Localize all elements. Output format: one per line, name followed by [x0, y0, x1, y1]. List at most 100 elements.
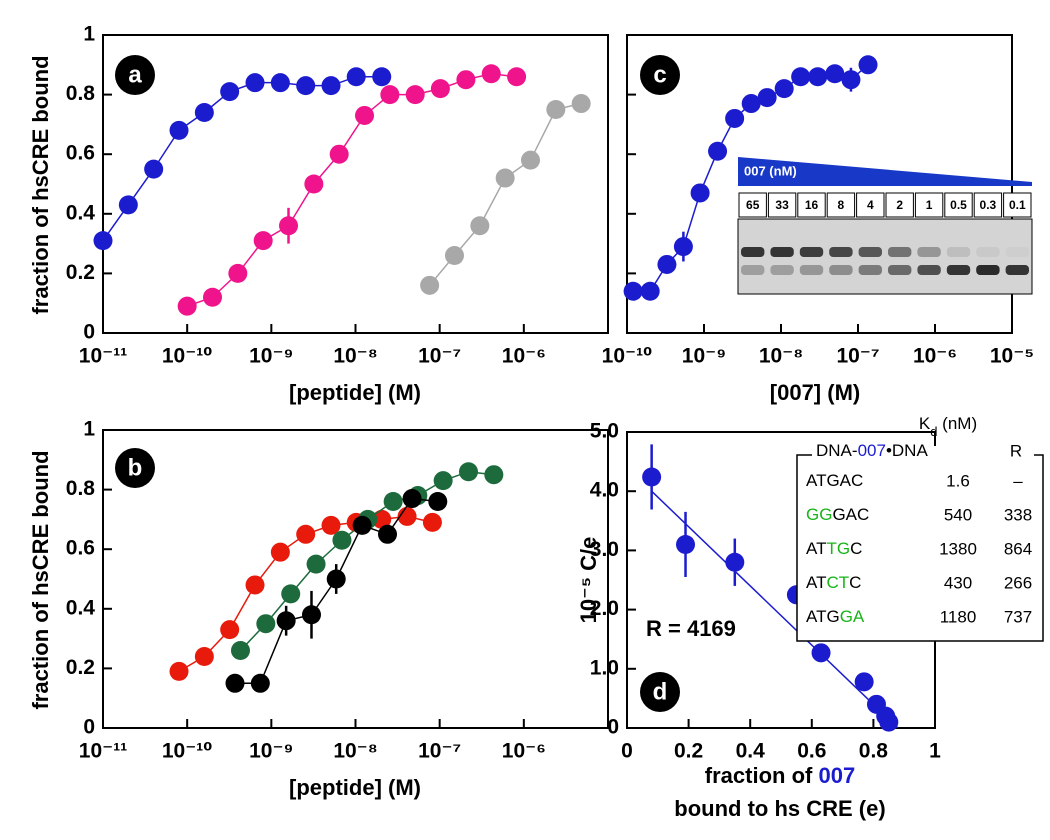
gel-band: [917, 265, 941, 275]
data-point: [194, 102, 214, 122]
data-point: [346, 67, 366, 87]
y-tick-label: 0: [83, 321, 95, 344]
x-axis-label: [peptide] (M): [289, 775, 421, 800]
panel-badge: [115, 55, 155, 95]
gel-band: [888, 265, 912, 275]
annotation: R = 4169: [646, 616, 736, 641]
text-part: ATGAC: [806, 471, 863, 490]
y-tick-label: 4.0: [590, 479, 619, 502]
data-point: [321, 515, 341, 535]
data-point: [355, 105, 375, 125]
table-r: –: [1013, 471, 1023, 490]
data-point: [402, 489, 422, 509]
data-point: [456, 70, 476, 90]
data-point: [854, 672, 874, 692]
text-part: ATG: [806, 607, 840, 626]
table-kd: 540: [944, 505, 972, 524]
data-point: [194, 646, 214, 666]
x-tick-label: 10⁻¹¹: [79, 740, 127, 763]
panel-label: b: [128, 454, 143, 481]
lane-label: 65: [746, 198, 760, 212]
gel-band: [858, 247, 882, 257]
table-header: DNA-007•DNA: [816, 441, 928, 460]
data-point: [676, 534, 696, 554]
data-point: [93, 231, 113, 251]
text-part: •DNA: [886, 441, 929, 460]
lane-label: 4: [867, 198, 874, 212]
data-point: [623, 281, 643, 301]
x-axis-label: bound to hs CRE (e): [674, 796, 885, 821]
y-tick-label: 1: [83, 418, 95, 441]
data-point: [281, 584, 301, 604]
lane-label: 1: [926, 198, 933, 212]
data-point: [372, 509, 392, 529]
y-axis-label: fraction of hsCRE bound: [28, 55, 53, 314]
x-tick-label: 10⁻⁵: [990, 345, 1034, 368]
y-tick-label: 0.4: [66, 596, 96, 619]
lane-label: 33: [775, 198, 789, 212]
y-tick-label: 0.6: [66, 142, 95, 165]
gel-band: [1006, 247, 1029, 257]
x-tick-label: 10⁻⁶: [502, 740, 546, 763]
data-point: [270, 542, 290, 562]
x-tick-label: 10⁻⁹: [249, 345, 293, 368]
lane-box: [797, 192, 826, 218]
header-gap: [812, 446, 1034, 464]
text-part: 007: [858, 441, 886, 460]
text-part: 007: [818, 763, 855, 788]
table-r: 266: [1004, 573, 1032, 592]
y-tick-label: 0.8: [66, 477, 96, 500]
data-point: [296, 524, 316, 544]
x-axis-label: fraction of 007: [705, 763, 855, 788]
data-point: [245, 73, 265, 93]
text-part: fraction of: [705, 763, 819, 788]
data-point: [708, 141, 728, 161]
table-header: R: [1010, 441, 1022, 460]
data-point: [422, 512, 442, 532]
lane-box: [1003, 192, 1032, 218]
text-part: GG: [806, 505, 832, 524]
y-tick-label: 0.6: [66, 537, 95, 560]
data-point: [276, 611, 296, 631]
panel-label: d: [653, 678, 668, 705]
data-point: [458, 462, 478, 482]
x-tick-label: 10⁻⁷: [418, 345, 461, 368]
data-point: [808, 67, 828, 87]
data-point: [332, 530, 352, 550]
gel-band: [829, 265, 853, 275]
lane-box: [973, 192, 1003, 218]
y-tick-label: 1: [83, 23, 95, 46]
x-tick-label: 10⁻⁸: [333, 345, 377, 368]
lane-box: [944, 192, 973, 218]
data-point: [774, 79, 794, 99]
data-point: [430, 79, 450, 99]
panel-label: c: [653, 61, 666, 88]
x-tick-label: 10⁻⁹: [682, 345, 726, 368]
data-point: [811, 643, 831, 663]
lane-box: [885, 192, 914, 218]
lane-label: 2: [896, 198, 903, 212]
data-point: [433, 471, 453, 491]
gel-band: [976, 247, 1000, 257]
data-point: [253, 231, 273, 251]
data-point: [640, 281, 660, 301]
data-point: [230, 641, 250, 661]
data-point: [420, 275, 440, 295]
x-tick-label: 0.2: [674, 740, 703, 763]
lane-label: 0.5: [950, 198, 967, 212]
data-point: [225, 673, 245, 693]
data-point: [306, 554, 326, 574]
data-point: [879, 712, 899, 732]
x-tick-label: 10⁻¹¹: [79, 345, 127, 368]
data-point: [428, 492, 448, 512]
data-point: [380, 85, 400, 105]
lane-label: 0.1: [1009, 198, 1026, 212]
data-point: [690, 183, 710, 203]
x-tick-label: 10⁻⁶: [502, 345, 546, 368]
data-point: [203, 287, 223, 307]
y-tick-label: 5.0: [590, 420, 619, 443]
data-point: [841, 70, 861, 90]
table-kd: 430: [944, 573, 972, 592]
gel: [737, 218, 1033, 295]
gel-band: [799, 247, 824, 257]
